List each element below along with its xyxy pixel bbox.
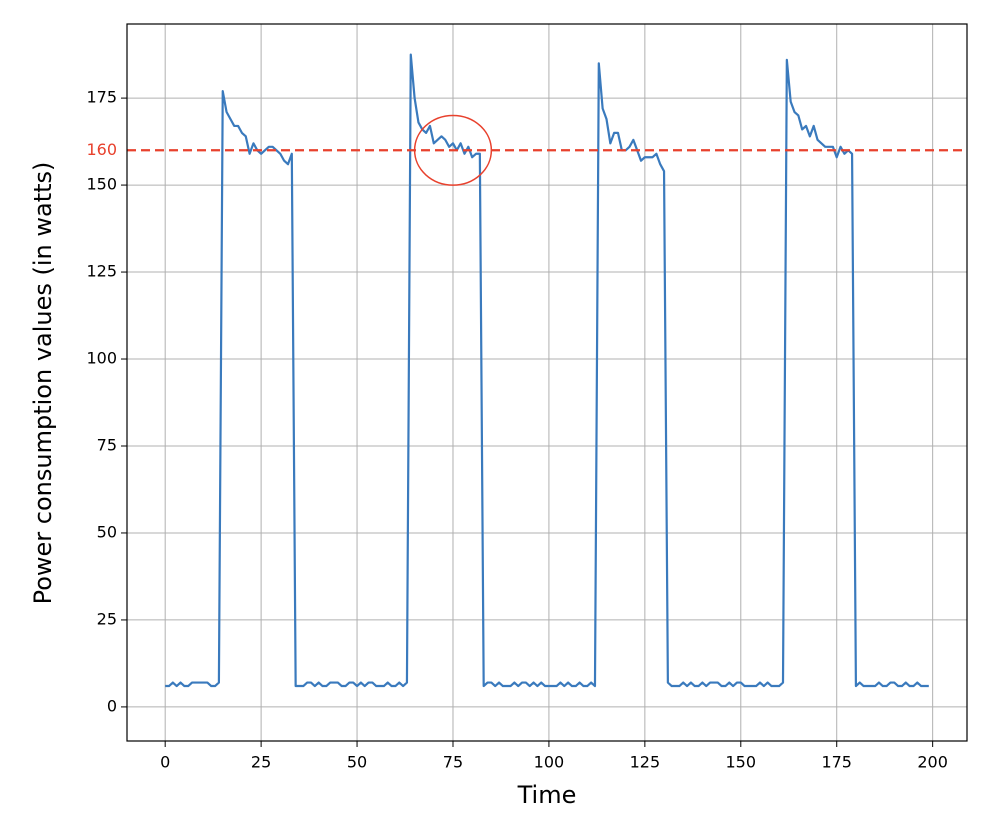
highlight-ellipse — [413, 114, 493, 186]
y-tick-label: 175 — [86, 88, 117, 107]
x-tick-label: 175 — [821, 753, 852, 772]
y-tick-label: 125 — [86, 262, 117, 281]
y-tick-label: 0 — [107, 696, 117, 715]
x-tick-label: 100 — [534, 753, 565, 772]
x-tick-label: 50 — [347, 753, 367, 772]
x-tick-label: 0 — [160, 753, 170, 772]
x-tick-label: 125 — [630, 753, 661, 772]
x-tick-label: 75 — [443, 753, 463, 772]
y-tick-label: 150 — [86, 175, 117, 194]
y-tick-label: 75 — [97, 435, 117, 454]
x-tick-label: 150 — [726, 753, 757, 772]
reference-label: 160 — [86, 140, 117, 159]
y-tick-label: 25 — [97, 609, 117, 628]
x-axis-label: Time — [517, 781, 577, 809]
data-line — [165, 53, 929, 688]
y-axis-label: Power consumption values (in watts) — [29, 162, 57, 605]
x-tick-label: 200 — [917, 753, 948, 772]
y-tick-label: 100 — [86, 349, 117, 368]
y-tick-label: 50 — [97, 522, 117, 541]
plot-frame — [126, 23, 968, 742]
x-tick-label: 25 — [251, 753, 271, 772]
